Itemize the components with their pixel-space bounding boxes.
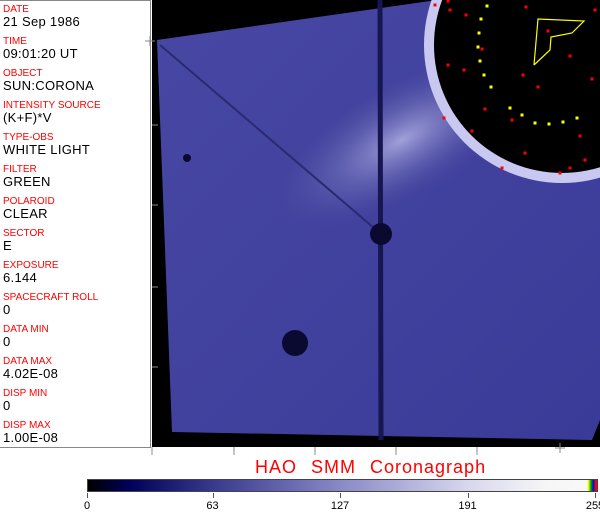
coronagraph-image	[152, 0, 600, 447]
metadata-panel: DATE 21 Sep 1986 TIME 09:01:20 UT OBJECT SUN:…	[0, 0, 151, 448]
red-marker	[483, 107, 487, 111]
field-label: INTENSITY SOURCE	[3, 100, 101, 111]
field-value: 4.02E-08	[3, 366, 59, 381]
chart-title: HAO SMM Coronagraph	[255, 457, 487, 477]
field-label: DISP MIN	[3, 388, 48, 399]
red-marker	[470, 129, 474, 133]
dark-spot	[282, 330, 308, 356]
field-label: SECTOR	[3, 228, 45, 239]
yellow-marker	[482, 73, 486, 77]
field-label: DISP MAX	[3, 420, 51, 431]
red-marker	[510, 118, 514, 122]
yellow-marker	[533, 121, 537, 125]
field-value: (K+F)*V	[3, 110, 52, 125]
field-value: WHITE LIGHT	[3, 142, 91, 157]
field-value: E	[3, 238, 12, 253]
field-value: 0	[3, 302, 11, 317]
yellow-marker	[561, 120, 565, 124]
field-value: 0	[3, 334, 11, 349]
red-marker	[433, 3, 437, 7]
colorbar-tick	[212, 493, 214, 498]
pylon-disk	[370, 223, 392, 245]
red-marker	[558, 171, 562, 175]
yellow-marker	[479, 17, 483, 21]
red-marker	[464, 13, 468, 17]
colorbar-tick-label: 63	[206, 500, 219, 512]
field-label: DATE	[3, 4, 29, 15]
field-value: 21 Sep 1986	[3, 14, 81, 29]
red-marker	[590, 77, 594, 81]
red-marker	[442, 116, 446, 120]
colorbar-tick-label: 255	[585, 500, 600, 512]
colorbar-tick	[87, 493, 88, 498]
dark-spot-small	[183, 154, 191, 162]
red-marker	[593, 8, 597, 12]
field-label: DATA MAX	[3, 356, 53, 367]
colorbar-tick	[340, 493, 341, 498]
field-label: OBJECT	[3, 68, 43, 79]
red-marker	[583, 158, 587, 162]
yellow-marker	[489, 85, 493, 89]
colorbar	[87, 479, 598, 492]
yellow-marker	[485, 4, 489, 8]
colorbar-tick-label: 191	[458, 500, 477, 512]
red-marker	[500, 166, 504, 170]
north-indicator	[533, 18, 586, 66]
field-value: 0	[3, 398, 11, 413]
overlay-markers	[433, 0, 597, 175]
colorbar-tick-label: 127	[330, 500, 350, 512]
red-marker	[446, 0, 450, 3]
field-label: EXPOSURE	[3, 260, 59, 271]
red-marker	[536, 85, 540, 89]
occulter	[434, 0, 600, 173]
field-value: SUN:CORONA	[3, 78, 95, 93]
red-marker	[448, 8, 452, 12]
red-marker	[446, 63, 450, 67]
red-marker	[462, 68, 466, 72]
diagonal-streak	[159, 44, 382, 235]
yellow-marker	[477, 31, 481, 35]
field-label: TYPE-OBS	[3, 132, 54, 143]
yellow-marker	[508, 106, 512, 110]
red-marker	[568, 54, 572, 58]
red-marker	[578, 134, 582, 138]
colorbar-tick	[467, 493, 469, 498]
red-marker	[568, 166, 572, 170]
field-value: 1.00E-08	[3, 430, 59, 445]
yellow-marker	[575, 116, 579, 120]
occulter-pylon	[377, 0, 384, 441]
colorbar-tick-label: 0	[83, 500, 91, 512]
yellow-marker	[476, 45, 480, 49]
field-value: 09:01:20 UT	[3, 46, 78, 61]
field-label: TIME	[3, 36, 27, 47]
yellow-marker	[478, 59, 482, 63]
yellow-marker	[547, 122, 551, 126]
field-label: POLAROID	[3, 196, 55, 207]
red-marker	[546, 29, 550, 33]
field-label: FILTER	[3, 164, 37, 175]
red-marker	[524, 5, 528, 9]
red-marker	[480, 47, 484, 51]
field-label: SPACECRAFT ROLL	[3, 292, 99, 303]
red-marker	[521, 73, 525, 77]
field-value: CLEAR	[3, 206, 48, 221]
colorbar-tick	[595, 493, 596, 498]
field-value: 6.144	[3, 270, 38, 285]
yellow-marker	[520, 113, 524, 117]
red-marker	[523, 151, 527, 155]
field-label: DATA MIN	[3, 324, 49, 335]
field-value: GREEN	[3, 174, 51, 189]
